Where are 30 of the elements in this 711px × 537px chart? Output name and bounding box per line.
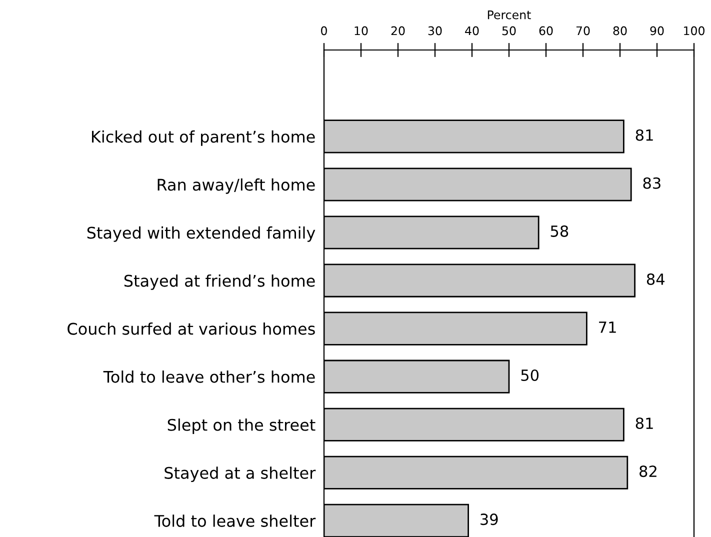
x-axis-title: Percent: [488, 10, 531, 20]
x-tick-label: 80: [613, 26, 627, 36]
x-tick-label: 10: [354, 26, 368, 36]
data-label: 82: [640, 466, 656, 478]
data-label: 39: [480, 514, 498, 526]
y-tick-label: Stayed with extended family: [87, 226, 316, 242]
data-label: 58: [550, 225, 568, 237]
y-tick-label: Stayed at friend’s home: [124, 274, 315, 290]
data-label: 83: [643, 177, 660, 189]
y-tick-label: Ran away/left home: [158, 178, 315, 194]
x-tick-label: 20: [391, 26, 405, 36]
data-label: 84: [646, 273, 664, 285]
x-tick-label: 0: [321, 26, 327, 36]
data-label: 81: [636, 417, 653, 430]
x-tick-label: 70: [576, 26, 590, 36]
y-tick-label: Told to leave shelter: [154, 514, 316, 527]
x-tick-label: 100: [684, 26, 704, 36]
y-tick-label: Kicked out of parent’s home: [92, 130, 315, 146]
y-tick-label: Slept on the street: [168, 418, 316, 434]
x-tick-label: 30: [428, 26, 442, 36]
y-tick-label: Couch surfed at various homes: [68, 322, 315, 335]
x-tick-label: 40: [465, 26, 479, 36]
data-label: 71: [599, 322, 616, 333]
y-tick-label: Told to leave other’s home: [103, 370, 315, 383]
x-tick-label: 90: [650, 26, 664, 36]
data-label: 50: [521, 369, 539, 382]
x-tick-label: 60: [539, 26, 553, 36]
data-label: 81: [636, 129, 653, 141]
y-tick-label: Stayed at a shelter: [164, 466, 316, 482]
x-tick-label: 50: [502, 26, 516, 36]
